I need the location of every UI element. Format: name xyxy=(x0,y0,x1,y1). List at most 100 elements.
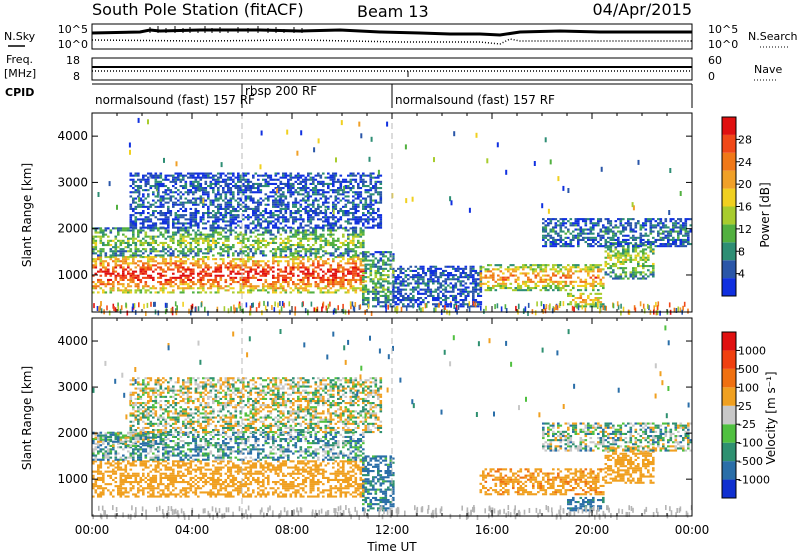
echo-cell xyxy=(359,287,363,290)
echo-cell xyxy=(239,264,243,267)
echo-cell xyxy=(277,187,280,190)
echo-cell xyxy=(332,237,335,240)
echo-cell xyxy=(479,284,483,287)
echo-cell xyxy=(439,284,443,287)
echo-cell xyxy=(172,226,175,229)
echo-cell xyxy=(192,176,195,179)
echo-cell xyxy=(167,178,170,181)
echo-cell xyxy=(647,265,650,268)
echo-cell xyxy=(417,276,420,279)
echo-cell xyxy=(257,210,260,213)
echo-cell xyxy=(257,201,260,204)
echo-cell xyxy=(364,280,368,283)
echo-cell xyxy=(174,182,178,185)
echo-cell xyxy=(244,231,248,234)
echo-cell xyxy=(237,178,240,181)
echo-cell xyxy=(644,273,648,276)
echo-cell xyxy=(542,274,545,277)
echo-cell xyxy=(144,291,148,294)
echo-cell xyxy=(492,274,495,277)
echo-cell xyxy=(434,303,438,306)
echo-cell xyxy=(157,244,160,247)
echo-cell xyxy=(612,254,615,257)
echo-cell xyxy=(327,258,330,261)
echo-cell xyxy=(364,174,368,177)
echo-cell xyxy=(357,239,360,242)
echo-cell xyxy=(249,195,253,198)
echo-cell xyxy=(544,287,548,290)
echo-cell xyxy=(307,174,310,177)
echo-cell xyxy=(289,235,293,238)
echo-cell xyxy=(632,218,635,221)
echo-cell xyxy=(649,226,653,229)
echo-cell xyxy=(182,289,185,292)
echo-cell xyxy=(597,224,600,227)
echo-cell xyxy=(519,272,523,275)
echo-cell xyxy=(207,250,210,253)
echo-cell xyxy=(357,195,360,198)
echo-cell xyxy=(199,187,203,190)
echo-cell xyxy=(154,254,158,257)
echo-cell xyxy=(122,256,125,259)
echo-cell xyxy=(352,231,355,234)
echo-cell xyxy=(199,201,203,204)
echo-cell xyxy=(192,264,195,267)
echo-cell xyxy=(134,270,138,273)
echo-cell xyxy=(402,297,405,300)
echo-cell xyxy=(587,245,590,248)
echo-cell xyxy=(172,185,175,188)
echo-cell xyxy=(602,226,605,229)
echo-cell xyxy=(274,276,278,279)
echo-cell xyxy=(232,174,235,177)
echo-cell xyxy=(509,274,513,277)
echo-cell xyxy=(322,235,325,238)
echo-cell xyxy=(179,172,183,175)
echo-cell xyxy=(299,231,303,234)
echo-cell xyxy=(249,222,253,225)
echo-cell xyxy=(357,256,360,259)
echo-cell xyxy=(582,232,585,235)
echo-cell xyxy=(249,189,253,192)
echo-cell xyxy=(354,210,358,213)
echo-cell xyxy=(399,290,403,293)
echo-cell xyxy=(344,199,348,202)
echo-cell xyxy=(254,250,258,253)
echo-cell xyxy=(314,250,318,253)
echo-cell xyxy=(347,220,350,223)
echo-cell xyxy=(259,185,263,188)
echo-cell xyxy=(347,218,350,221)
echo-cell xyxy=(629,222,633,225)
echo-cell xyxy=(332,218,335,221)
echo-cell xyxy=(132,270,135,273)
echo-cell xyxy=(524,274,528,277)
echo-cell xyxy=(339,189,343,192)
echo-cell xyxy=(317,207,320,210)
echo-cell xyxy=(237,214,240,217)
echo-cell xyxy=(212,191,215,194)
echo-cell xyxy=(644,258,648,261)
echo-cell xyxy=(474,282,478,285)
echo-cell xyxy=(209,239,213,242)
echo-cell xyxy=(269,285,273,288)
echo-cell xyxy=(292,176,295,179)
echo-cell xyxy=(587,236,590,239)
echo-cell xyxy=(247,291,250,294)
echo-cell xyxy=(277,287,280,290)
echo-cell xyxy=(227,244,230,247)
echo-cell xyxy=(302,226,305,229)
freq-left-tick-bottom: 8 xyxy=(73,70,80,83)
echo-cell xyxy=(247,270,250,273)
echo-cell xyxy=(592,238,595,241)
echo-cell xyxy=(164,214,168,217)
echo-cell xyxy=(307,203,310,206)
echo-cell xyxy=(357,210,360,213)
echo-cell xyxy=(439,286,443,289)
echo-cell xyxy=(134,244,138,247)
echo-cell xyxy=(632,269,635,272)
echo-cell xyxy=(547,274,550,277)
echo-cell xyxy=(209,226,213,229)
echo-cell xyxy=(152,226,155,229)
echo-cell xyxy=(347,195,350,198)
echo-cell xyxy=(584,218,588,221)
